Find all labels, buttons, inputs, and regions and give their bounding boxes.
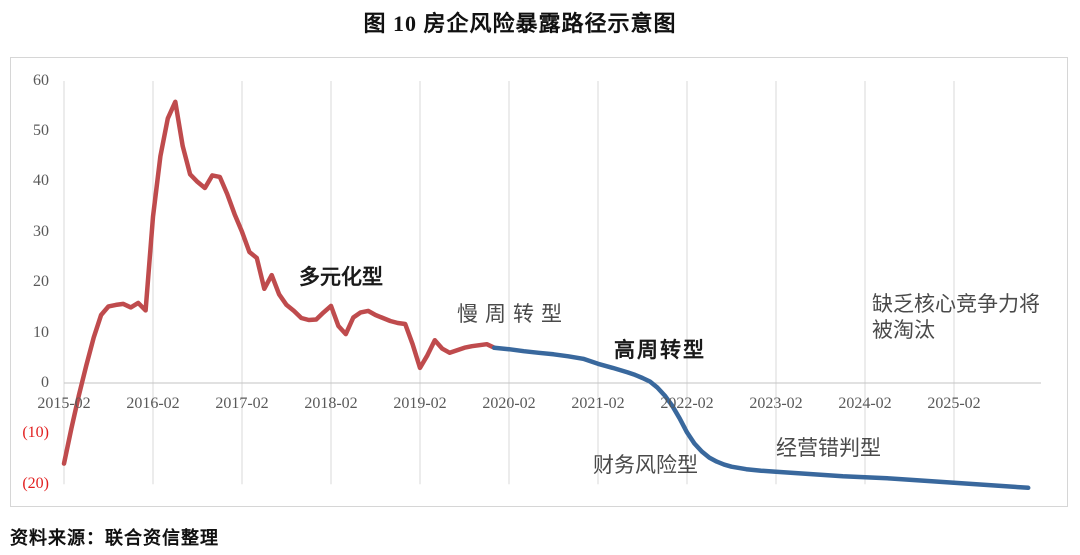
annotation-high-turnover-type: 高周转型 xyxy=(614,338,706,362)
x-tick-label-2021-02: 2021-02 xyxy=(571,395,625,412)
y-tick-label-60: 60 xyxy=(33,71,49,89)
annotation-lack-competitiveness-line2: 被淘汰 xyxy=(872,318,935,342)
x-tick-label-2023-02: 2023-02 xyxy=(749,395,803,412)
y-tick-label-50: 50 xyxy=(33,122,49,139)
y-tick-label-30: 30 xyxy=(33,222,49,240)
annotation-diversified-type: 多元化型 xyxy=(299,265,383,289)
x-tick-label-2022-02: 2022-02 xyxy=(660,395,714,412)
y-tick-label-20: 20 xyxy=(33,273,49,291)
y-tick-label-40: 40 xyxy=(33,172,49,190)
annotation-lack-competitiveness: 缺乏核心竞争力将 被淘汰 xyxy=(872,291,1052,343)
annotation-lack-competitiveness-line1: 缺乏核心竞争力将 xyxy=(872,292,1040,316)
y-tick-label-(10): (10) xyxy=(22,424,49,442)
x-tick-label-2019-02: 2019-02 xyxy=(393,395,447,412)
source-note: 资料来源：联合资信整理 xyxy=(10,528,219,548)
x-tick-label-2018-02: 2018-02 xyxy=(304,395,358,412)
line-chart-canvas xyxy=(61,81,1041,491)
annotation-financial-risk-type: 财务风险型 xyxy=(593,453,698,477)
series-red-path xyxy=(61,99,497,466)
annotation-slow-turnover-type: 慢周转型 xyxy=(457,302,569,326)
x-tick-label-2017-02: 2017-02 xyxy=(215,395,269,412)
x-tick-label-2025-02: 2025-02 xyxy=(927,395,981,412)
y-tick-label-0: 0 xyxy=(41,374,49,391)
x-tick-label-2024-02: 2024-02 xyxy=(838,395,892,412)
x-tick-label-2020-02: 2020-02 xyxy=(482,395,536,412)
chart-frame: 60 50 40 30 20 10 0 (10) (20) 2015-02 2016-02 2017… xyxy=(10,57,1068,507)
y-tick-label-10: 10 xyxy=(33,323,49,341)
y-tick-label-(20): (20) xyxy=(22,474,49,492)
x-tick-label-2015-02: 2015-02 xyxy=(37,395,91,412)
series-blue-path xyxy=(491,345,1031,491)
annotation-operation-misjudge-type: 经营错判型 xyxy=(776,436,881,460)
x-tick-label-2016-02: 2016-02 xyxy=(126,395,180,412)
chart-title: 图 10 房企风险暴露路径示意图 xyxy=(363,11,677,36)
